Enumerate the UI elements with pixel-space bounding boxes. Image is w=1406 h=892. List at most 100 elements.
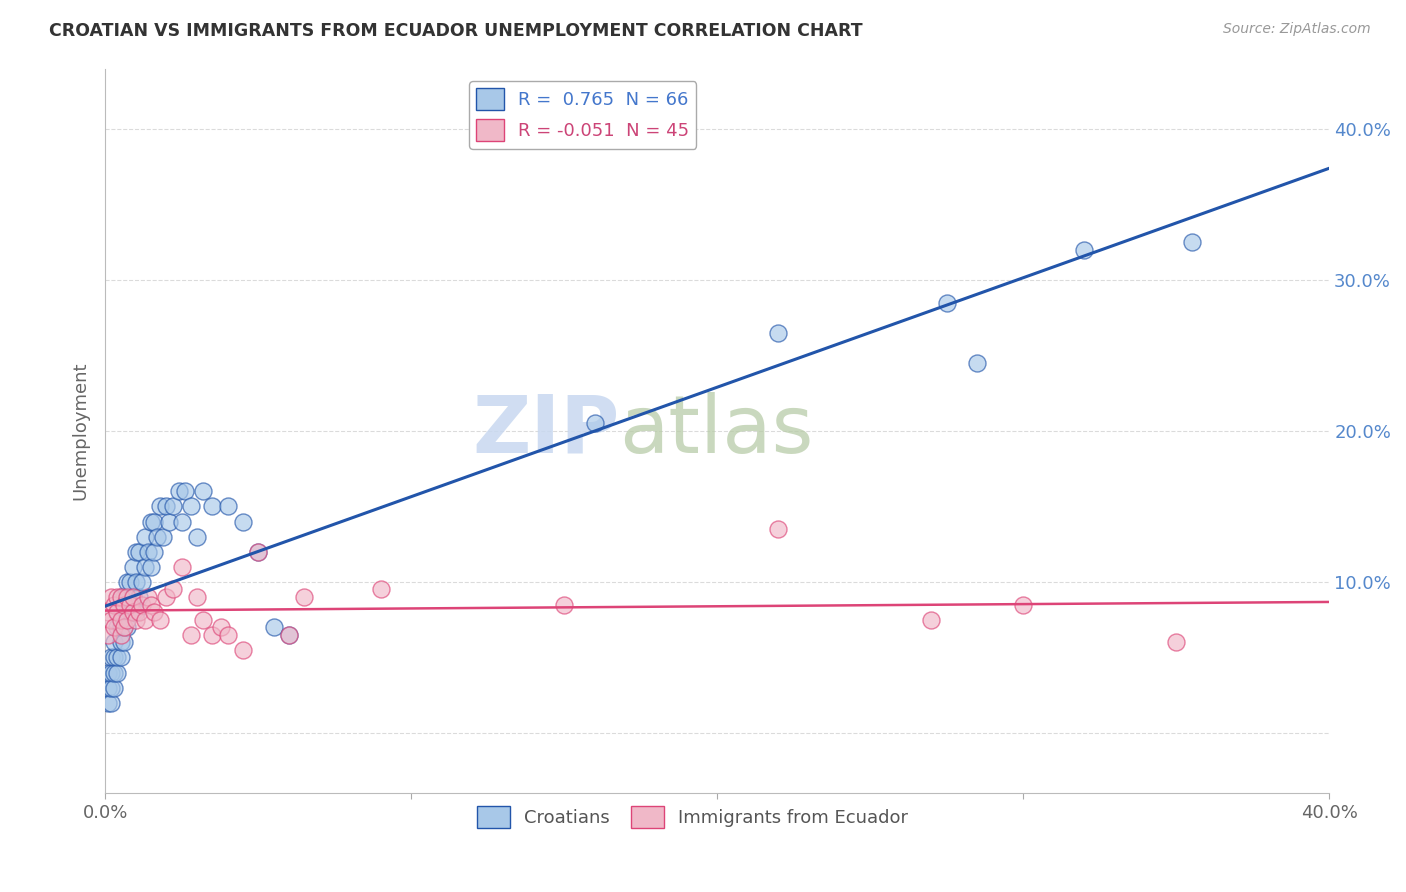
Point [247,545,270,559]
Point [920,613,942,627]
Point [173,484,195,499]
Point [935,295,957,310]
Point [292,590,315,604]
Point [107,605,129,619]
Point [112,590,135,604]
Point [134,613,156,627]
Point [115,620,138,634]
Text: ZIP: ZIP [472,392,619,470]
Point [155,500,177,514]
Point [768,326,790,340]
Point [128,605,150,619]
Point [100,590,122,604]
Point [118,598,141,612]
Point [125,613,148,627]
Point [134,559,156,574]
Point [263,620,285,634]
Point [143,515,166,529]
Point [107,650,129,665]
Point [1073,243,1095,257]
Point [191,613,214,627]
Point [136,590,159,604]
Point [118,574,141,589]
Point [277,628,299,642]
Point [128,545,150,559]
Point [201,628,224,642]
Point [125,605,148,619]
Point [131,598,153,612]
Point [1166,635,1188,649]
Point [110,628,132,642]
Point [277,628,299,642]
Point [115,590,138,604]
Legend: Croatians, Immigrants from Ecuador: Croatians, Immigrants from Ecuador [470,798,915,835]
Point [125,545,148,559]
Point [103,635,125,649]
Point [107,620,129,634]
Point [966,356,988,370]
Point [103,620,125,634]
Point [370,582,392,597]
Point [186,530,208,544]
Point [170,559,193,574]
Point [97,681,120,695]
Point [97,696,120,710]
Point [112,635,135,649]
Point [100,665,122,680]
Point [115,613,138,627]
Point [121,590,143,604]
Point [152,530,174,544]
Point [201,500,224,514]
Point [134,530,156,544]
Point [136,545,159,559]
Point [186,590,208,604]
Point [118,605,141,619]
Point [115,574,138,589]
Point [110,590,132,604]
Point [191,484,214,499]
Point [139,598,162,612]
Point [100,613,122,627]
Point [103,665,125,680]
Point [110,635,132,649]
Text: Source: ZipAtlas.com: Source: ZipAtlas.com [1223,22,1371,37]
Point [146,530,169,544]
Point [97,665,120,680]
Point [180,628,202,642]
Point [211,620,233,634]
Point [103,681,125,695]
Point [107,605,129,619]
Point [100,681,122,695]
Point [97,605,120,619]
Point [103,598,125,612]
Point [1012,598,1035,612]
Point [149,500,172,514]
Point [149,613,172,627]
Point [583,417,606,431]
Point [768,522,790,536]
Point [232,643,254,657]
Point [217,628,239,642]
Point [131,574,153,589]
Point [217,500,239,514]
Point [100,650,122,665]
Text: atlas: atlas [619,392,814,470]
Point [170,515,193,529]
Point [247,545,270,559]
Point [115,605,138,619]
Point [139,559,162,574]
Point [180,500,202,514]
Point [97,628,120,642]
Point [103,650,125,665]
Point [100,696,122,710]
Point [167,484,190,499]
Point [162,582,184,597]
Point [112,620,135,634]
Point [125,574,148,589]
Point [110,620,132,634]
Point [110,650,132,665]
Point [121,605,143,619]
Point [121,590,143,604]
Point [553,598,575,612]
Point [143,605,166,619]
